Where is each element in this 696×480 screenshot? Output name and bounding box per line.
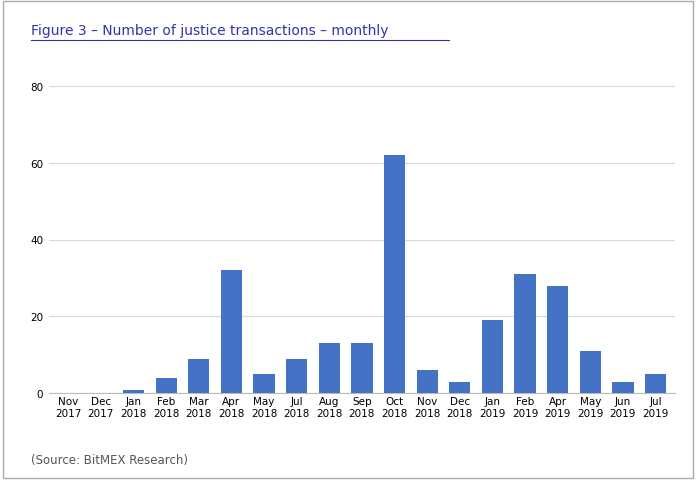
Bar: [384, 156, 405, 394]
Bar: [253, 374, 275, 394]
Bar: [319, 344, 340, 394]
Text: (Source: BitMEX Research): (Source: BitMEX Research): [31, 453, 189, 466]
Bar: [123, 390, 144, 394]
Text: Figure 3 – Number of justice transactions – monthly: Figure 3 – Number of justice transaction…: [31, 24, 389, 38]
Bar: [351, 344, 372, 394]
Bar: [645, 374, 666, 394]
Bar: [221, 271, 242, 394]
Bar: [417, 371, 438, 394]
Bar: [514, 275, 536, 394]
Bar: [286, 359, 307, 394]
Bar: [188, 359, 209, 394]
Bar: [449, 382, 470, 394]
Bar: [156, 378, 177, 394]
Bar: [612, 382, 633, 394]
Bar: [482, 321, 503, 394]
Bar: [580, 351, 601, 394]
Bar: [547, 286, 568, 394]
